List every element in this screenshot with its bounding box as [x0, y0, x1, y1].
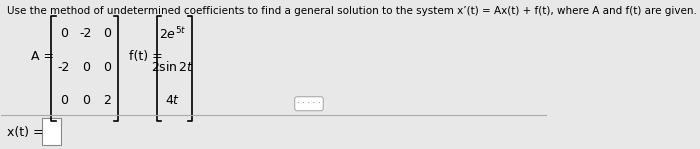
Text: 0: 0	[60, 94, 68, 107]
Text: $4t$: $4t$	[165, 94, 181, 107]
Text: f(t) =: f(t) =	[130, 51, 163, 63]
Text: A =: A =	[32, 51, 55, 63]
Text: 0: 0	[104, 61, 111, 74]
Text: $2\sin 2t$: $2\sin 2t$	[151, 60, 195, 74]
Text: x(t) =: x(t) =	[7, 127, 43, 139]
Text: $2e^{5t}$: $2e^{5t}$	[159, 25, 187, 42]
Text: -2: -2	[80, 27, 92, 40]
FancyBboxPatch shape	[42, 118, 62, 145]
Text: 0: 0	[82, 94, 90, 107]
Text: 0: 0	[82, 61, 90, 74]
Text: · · · · ·: · · · · ·	[298, 99, 321, 108]
Text: -2: -2	[58, 61, 70, 74]
Text: Use the method of undetermined coefficients to find a general solution to the sy: Use the method of undetermined coefficie…	[7, 6, 696, 16]
Text: 0: 0	[60, 27, 68, 40]
Text: 2: 2	[104, 94, 111, 107]
Text: 0: 0	[104, 27, 111, 40]
